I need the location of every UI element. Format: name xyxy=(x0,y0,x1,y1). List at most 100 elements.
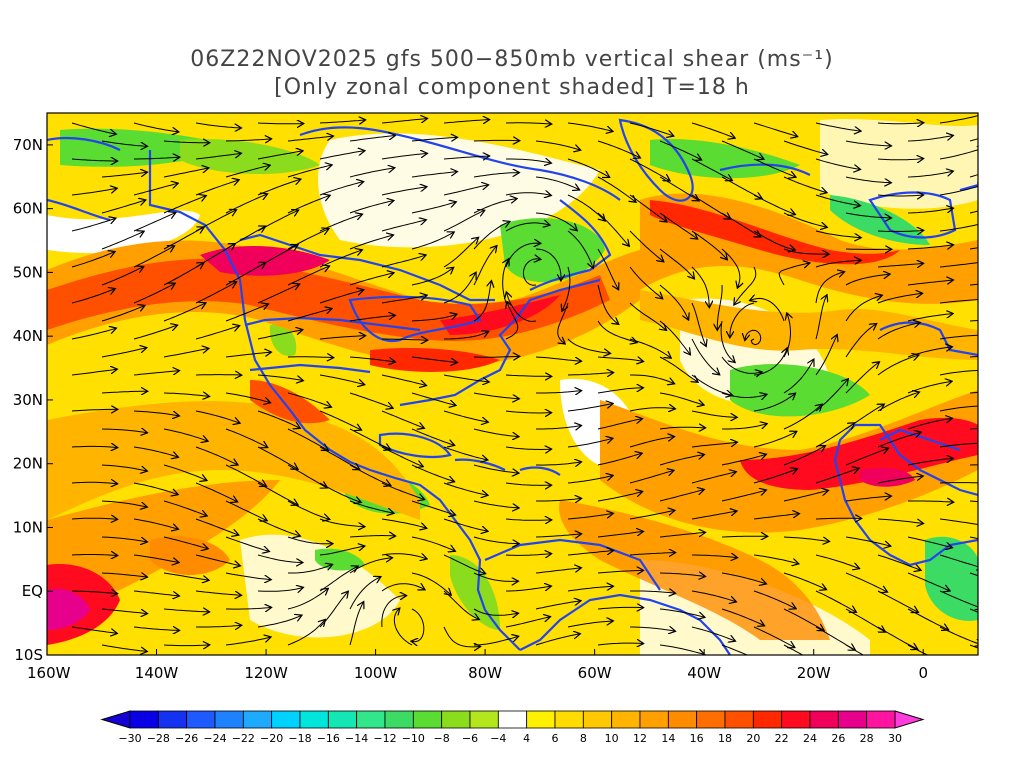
streamline xyxy=(505,447,551,450)
colorbar-swatch xyxy=(809,710,839,729)
streamline xyxy=(877,626,917,649)
streamline xyxy=(691,158,732,180)
streamline xyxy=(257,179,300,196)
streamline xyxy=(939,626,978,645)
streamline xyxy=(101,464,146,471)
streamline xyxy=(133,122,178,132)
streamline xyxy=(659,176,698,200)
colorbar-label: 30 xyxy=(888,732,902,745)
streamline xyxy=(783,572,826,589)
streamline xyxy=(535,140,580,150)
streamline xyxy=(535,248,561,280)
streamline xyxy=(877,554,920,570)
streamline xyxy=(659,573,705,576)
streamline xyxy=(845,644,865,655)
streamline xyxy=(133,410,179,416)
streamline xyxy=(659,248,694,278)
streamline xyxy=(907,245,953,249)
streamline xyxy=(535,534,581,537)
streamline xyxy=(815,230,860,238)
streamline xyxy=(721,490,766,502)
streamline xyxy=(225,304,268,322)
streamline xyxy=(133,446,178,457)
streamline xyxy=(443,626,480,647)
streamline xyxy=(225,139,271,141)
streamline xyxy=(692,555,737,558)
colorbar-label: −24 xyxy=(203,732,226,745)
streamline xyxy=(163,609,209,612)
streamline xyxy=(443,446,487,460)
streamline xyxy=(845,212,891,218)
streamline xyxy=(567,194,605,220)
streamline xyxy=(411,392,455,405)
streamline xyxy=(753,349,787,376)
streamline xyxy=(567,373,613,375)
streamline xyxy=(783,212,826,227)
streamline xyxy=(505,554,551,556)
lat-label: 30N xyxy=(13,391,43,409)
plot-frame xyxy=(46,112,979,656)
streamline xyxy=(753,158,795,177)
streamline xyxy=(443,156,489,159)
streamline xyxy=(877,323,919,340)
streamline xyxy=(287,428,328,450)
streamline xyxy=(163,168,208,178)
streamline xyxy=(349,602,363,646)
streamline xyxy=(101,391,147,393)
streamline xyxy=(349,201,393,214)
colorbar-swatch xyxy=(639,710,669,729)
streamline xyxy=(939,223,978,232)
streamline xyxy=(535,568,581,574)
streamline xyxy=(443,518,487,531)
streamline xyxy=(567,338,610,353)
streamline xyxy=(783,446,825,466)
streamline xyxy=(567,230,593,268)
streamline xyxy=(969,536,978,540)
streamline xyxy=(473,536,518,544)
streamline xyxy=(691,472,735,484)
streamline xyxy=(473,282,491,322)
streamline xyxy=(597,212,629,246)
streamline xyxy=(133,246,174,268)
colorbar-label: −6 xyxy=(462,732,478,745)
colorbar-label: 14 xyxy=(661,732,675,745)
streamline xyxy=(101,536,147,542)
streamline xyxy=(71,188,116,196)
streamline xyxy=(597,388,643,394)
streamline xyxy=(505,519,551,520)
colorbar-label: 10 xyxy=(605,732,619,745)
streamline xyxy=(877,355,918,376)
lon-label: 40W xyxy=(687,664,721,682)
streamline xyxy=(101,232,143,250)
streamline xyxy=(443,410,487,422)
streamline xyxy=(71,591,117,594)
streamline xyxy=(659,427,705,429)
colorbar-label: −16 xyxy=(317,732,340,745)
colorbar-label: 4 xyxy=(523,732,530,745)
streamline xyxy=(815,590,856,612)
streamline xyxy=(287,392,331,407)
streamline xyxy=(691,410,736,417)
streamline xyxy=(505,411,551,413)
streamline xyxy=(907,536,952,548)
streamline xyxy=(753,469,797,484)
streamline xyxy=(505,193,550,196)
streamline xyxy=(753,554,798,564)
streamline xyxy=(225,428,267,447)
streamline xyxy=(939,482,978,484)
streamline xyxy=(659,212,697,239)
colorbar-swatch xyxy=(299,710,329,729)
streamline xyxy=(473,140,519,141)
streamline xyxy=(473,464,518,473)
streamline xyxy=(101,140,147,146)
streamline xyxy=(877,263,923,267)
lon-label: 20W xyxy=(797,664,831,682)
streamline xyxy=(907,171,952,178)
streamline xyxy=(319,446,359,469)
streamline xyxy=(536,499,581,502)
streamline xyxy=(133,183,177,196)
streamline xyxy=(597,492,642,502)
streamline xyxy=(349,315,394,322)
streamline xyxy=(287,309,331,322)
colorbar-swatch xyxy=(781,710,811,729)
